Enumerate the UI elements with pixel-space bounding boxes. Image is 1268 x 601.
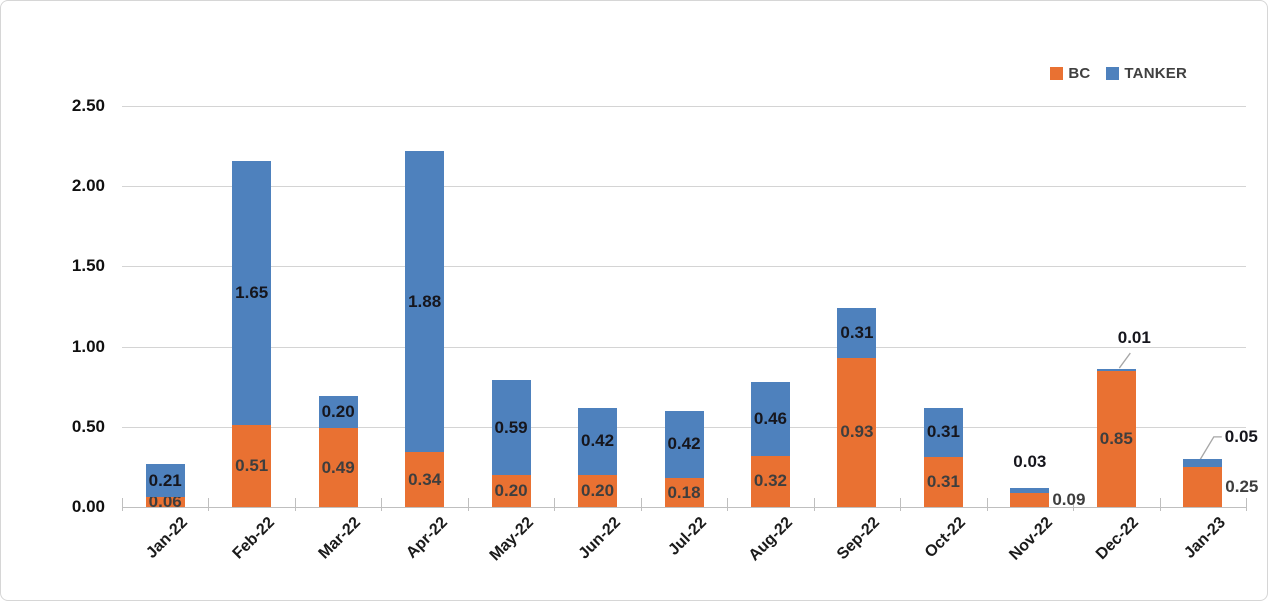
legend-label-bc: BC xyxy=(1068,65,1091,82)
y-axis-label: 0.50 xyxy=(71,416,105,436)
bar-segment-tanker-sep-22[interactable] xyxy=(837,308,877,358)
legend-item-bc[interactable]: BC xyxy=(1050,65,1090,82)
legend-label-tanker: TANKER xyxy=(1124,65,1187,82)
data-label: 0.85 xyxy=(1099,428,1133,448)
tanker-series-swatch xyxy=(1106,67,1120,80)
bar-segment-tanker-jan-23[interactable] xyxy=(1183,458,1223,467)
bar-segment-bc-jan-22[interactable] xyxy=(145,497,185,507)
data-label: 0.21 xyxy=(148,470,182,490)
bc-series-swatch xyxy=(1050,67,1064,80)
axis-tick xyxy=(554,498,556,511)
data-label: 0.42 xyxy=(667,434,701,454)
axis-tick xyxy=(1159,498,1161,511)
y-axis-label: 0.00 xyxy=(71,497,105,516)
bar-segment-bc-apr-22[interactable] xyxy=(405,452,445,507)
data-label: 0.31 xyxy=(840,322,874,342)
data-label: 0.34 xyxy=(408,469,442,489)
data-label: 0.09 xyxy=(1052,489,1086,509)
gridline xyxy=(122,346,1246,348)
bar-segment-tanker-jun-22[interactable] xyxy=(578,407,618,475)
data-label: 0.18 xyxy=(667,482,701,502)
axis-tick xyxy=(294,498,296,511)
axis-tick xyxy=(467,498,469,511)
axis-tick xyxy=(727,498,729,511)
bar-segment-bc-nov-22[interactable] xyxy=(1010,492,1050,507)
data-label: 0.05 xyxy=(1224,426,1258,446)
gridline xyxy=(122,266,1246,268)
axis-tick xyxy=(122,498,123,511)
data-label: 0.31 xyxy=(926,422,960,442)
axis-tick xyxy=(1073,498,1075,511)
y-axis-label: 2.50 xyxy=(71,96,105,115)
data-label: 0.20 xyxy=(321,402,355,422)
data-label: 0.51 xyxy=(235,456,269,476)
axis-tick xyxy=(813,498,815,511)
data-label: 0.31 xyxy=(926,472,960,492)
axis-tick xyxy=(640,498,642,511)
bar-segment-tanker-apr-22[interactable] xyxy=(405,150,445,453)
data-label: 0.32 xyxy=(753,471,787,491)
bar-segment-bc-oct-22[interactable] xyxy=(923,457,963,507)
bar-segment-bc-dec-22[interactable] xyxy=(1096,370,1136,507)
bar-segment-tanker-jul-22[interactable] xyxy=(664,410,704,479)
data-label: 0.01 xyxy=(1117,328,1151,348)
bar-segment-bc-feb-22[interactable] xyxy=(232,425,272,507)
bar-segment-bc-jun-22[interactable] xyxy=(578,474,618,507)
bar-segment-tanker-aug-22[interactable] xyxy=(750,381,790,456)
y-axis-label: 1.00 xyxy=(71,336,105,356)
axis-tick xyxy=(900,498,902,511)
data-label: 0.20 xyxy=(494,480,528,500)
data-label: 0.20 xyxy=(580,480,615,500)
bar-segment-tanker-mar-22[interactable] xyxy=(318,396,358,429)
data-label: 0.46 xyxy=(753,408,787,428)
chart-legend: BC TANKER xyxy=(1050,65,1187,82)
bar-segment-tanker-dec-22[interactable] xyxy=(1096,369,1136,371)
gridline xyxy=(122,186,1246,188)
data-label: 0.25 xyxy=(1225,476,1259,496)
bar-segment-tanker-oct-22[interactable] xyxy=(923,407,963,458)
axis-tick xyxy=(1246,498,1247,511)
bar-segment-bc-mar-22[interactable] xyxy=(318,428,358,507)
x-axis-line xyxy=(122,507,1246,508)
y-axis-label: 2.00 xyxy=(71,176,105,196)
bar-segment-bc-sep-22[interactable] xyxy=(837,357,877,507)
data-label: 0.59 xyxy=(494,417,528,437)
bar-segment-bc-may-22[interactable] xyxy=(491,474,531,507)
gridline xyxy=(122,106,1246,107)
axis-tick xyxy=(381,498,383,511)
legend-item-tanker[interactable]: TANKER xyxy=(1106,65,1187,82)
bar-segment-bc-aug-22[interactable] xyxy=(750,455,790,507)
data-label: 0.03 xyxy=(1013,451,1047,471)
axis-tick xyxy=(986,498,988,511)
data-label: 1.88 xyxy=(408,291,442,311)
axis-tick xyxy=(208,498,210,511)
bar-segment-bc-jan-23[interactable] xyxy=(1183,466,1223,507)
x-axis-label: Jan-22 xyxy=(143,514,192,562)
bar-segment-tanker-feb-22[interactable] xyxy=(232,160,272,426)
data-label: 0.93 xyxy=(840,422,874,442)
data-label: 1.65 xyxy=(235,282,269,302)
bar-segment-tanker-nov-22[interactable] xyxy=(1010,487,1050,493)
bar-segment-tanker-jan-22[interactable] xyxy=(145,463,185,498)
data-label: 0.49 xyxy=(321,457,355,477)
bar-segment-bc-jul-22[interactable] xyxy=(664,478,704,507)
data-label: 0.42 xyxy=(580,431,615,451)
y-axis-label: 1.50 xyxy=(71,256,105,276)
bar-segment-tanker-may-22[interactable] xyxy=(491,380,531,475)
